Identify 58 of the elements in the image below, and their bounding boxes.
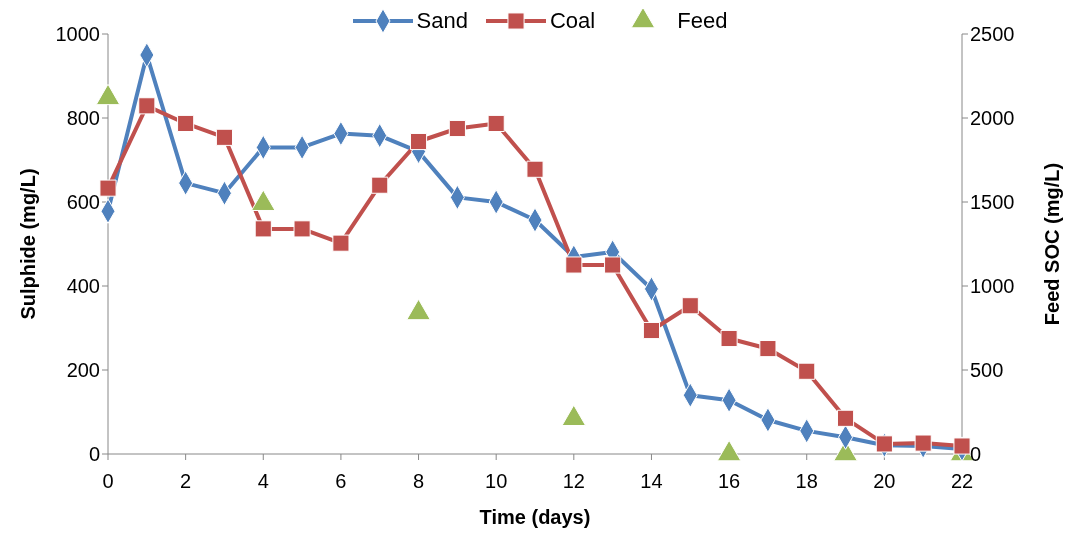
point <box>565 256 583 274</box>
y-tick-label: 200 <box>66 359 100 382</box>
point <box>720 329 738 348</box>
point <box>487 114 505 133</box>
point <box>836 409 855 427</box>
point <box>561 404 587 427</box>
y-tick-label: 400 <box>66 275 100 298</box>
y2-tick-label: 0 <box>970 443 982 466</box>
x-tick-label: 12 <box>562 470 585 493</box>
point <box>759 340 777 358</box>
point <box>681 297 699 315</box>
x-tick-label: 14 <box>640 470 663 493</box>
x-tick-label: 0 <box>102 470 114 493</box>
point <box>254 220 272 238</box>
point <box>526 160 544 178</box>
x-tick-label: 18 <box>795 470 818 493</box>
y-axis-title: Sulphide (mg/L) <box>17 168 40 320</box>
x-tick-label: 16 <box>717 470 741 493</box>
x-tick-label: 8 <box>412 470 425 493</box>
x-tick-label: 22 <box>950 470 974 493</box>
y2-axis-title: Feed SOC (mg/L) <box>1041 162 1064 326</box>
point <box>716 439 742 462</box>
point <box>177 114 195 133</box>
point <box>409 132 428 151</box>
point <box>371 176 389 194</box>
y-tick-label: 800 <box>66 107 100 130</box>
y-tick-label: 1000 <box>55 23 100 46</box>
y2-tick-label: 2000 <box>970 107 1015 130</box>
point <box>293 220 311 238</box>
y-tick-label: 600 <box>66 191 100 214</box>
x-tick-label: 20 <box>873 470 896 493</box>
point <box>875 435 893 453</box>
x-tick-label: 4 <box>257 470 269 493</box>
legend-label: Feed <box>677 8 728 34</box>
point <box>642 321 661 340</box>
y2-tick-label: 500 <box>970 359 1004 382</box>
legend-label: Coal <box>549 8 596 34</box>
point <box>332 234 350 252</box>
x-tick-label: 2 <box>180 470 192 493</box>
point <box>215 128 234 146</box>
y-tick-label: 0 <box>88 443 100 466</box>
x-axis-title: Time (days) <box>479 506 591 528</box>
x-tick-label: 10 <box>485 470 508 493</box>
point <box>604 256 622 274</box>
point <box>914 434 932 452</box>
y2-tick-label: 2500 <box>970 23 1015 46</box>
point <box>99 179 117 197</box>
point <box>95 83 121 106</box>
x-tick-label: 6 <box>335 470 347 493</box>
point <box>798 362 816 380</box>
point <box>406 298 431 321</box>
point <box>448 119 466 138</box>
point <box>251 189 276 211</box>
y2-tick-label: 1000 <box>970 275 1015 298</box>
y2-tick-label: 1500 <box>970 191 1015 214</box>
legend-label: Sand <box>416 8 468 34</box>
point <box>953 437 971 455</box>
point <box>138 97 156 115</box>
